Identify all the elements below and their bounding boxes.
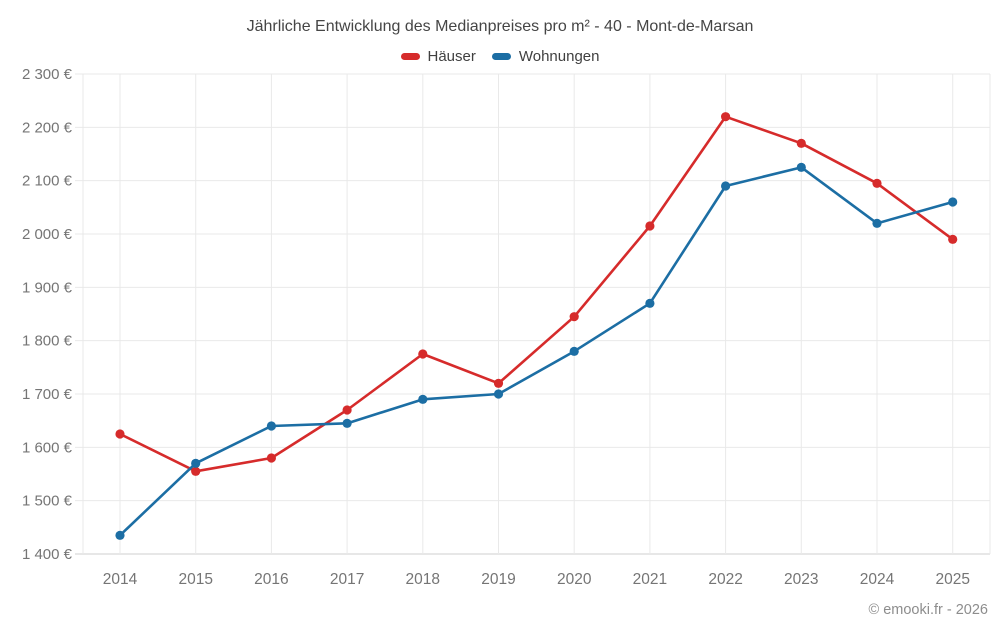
legend-swatch-wohnungen-icon xyxy=(491,53,511,60)
legend-item-haeuser[interactable]: Häuser xyxy=(400,48,476,65)
copyright-text: © emooki.fr - 2026 xyxy=(868,602,988,618)
data-point-wohnungen xyxy=(266,421,276,431)
series-line-häuser xyxy=(118,115,955,473)
data-point-wohnungen xyxy=(493,389,504,399)
y-tick-label: 1 700 € xyxy=(22,386,73,403)
y-tick-label: 2 100 € xyxy=(22,173,73,190)
data-point-häuser xyxy=(569,312,579,322)
data-point-häuser xyxy=(191,466,201,476)
data-point-häuser xyxy=(418,349,428,359)
legend-item-wohnungen[interactable]: Wohnungen xyxy=(491,48,600,65)
y-tick-label: 2 200 € xyxy=(22,119,73,136)
y-tick-label: 2 000 € xyxy=(22,226,73,243)
data-point-wohnungen xyxy=(645,298,655,308)
y-tick-label: 1 500 € xyxy=(22,493,73,510)
data-point-wohnungen xyxy=(872,218,882,228)
x-tick-label: 2019 xyxy=(481,571,515,588)
x-tick-label: 2022 xyxy=(708,571,742,588)
data-point-wohnungen xyxy=(721,181,731,191)
x-tick-label: 2017 xyxy=(330,571,364,588)
x-tick-label: 2016 xyxy=(254,571,288,588)
data-point-wohnungen xyxy=(418,394,428,404)
data-point-häuser xyxy=(721,112,731,122)
data-point-wohnungen xyxy=(569,346,579,356)
x-tick-label: 2021 xyxy=(633,571,667,588)
x-tick-label: 2025 xyxy=(935,571,969,588)
x-tick-label: 2023 xyxy=(784,571,818,588)
data-point-häuser xyxy=(645,221,655,231)
y-tick-label: 1 400 € xyxy=(22,546,73,563)
y-tick-label: 2 300 € xyxy=(22,66,73,83)
x-tick-label: 2024 xyxy=(860,571,895,588)
data-point-häuser xyxy=(948,234,958,244)
data-point-wohnungen xyxy=(948,197,958,207)
data-point-wohnungen xyxy=(191,458,201,468)
x-tick-label: 2015 xyxy=(178,571,212,588)
data-point-häuser xyxy=(342,405,352,415)
data-point-häuser xyxy=(115,429,125,439)
data-point-häuser xyxy=(796,138,806,148)
data-point-häuser xyxy=(493,378,504,388)
legend-swatch-haeuser-icon xyxy=(400,53,420,60)
y-tick-label: 1 800 € xyxy=(22,333,73,350)
data-point-wohnungen xyxy=(115,530,125,540)
legend-label-haeuser: Häuser xyxy=(427,48,476,65)
chart-title: Jährliche Entwicklung des Medianpreises … xyxy=(246,18,754,35)
data-point-wohnungen xyxy=(796,162,806,172)
x-tick-label: 2014 xyxy=(103,571,138,588)
data-point-wohnungen xyxy=(342,418,352,428)
legend-label-wohnungen: Wohnungen xyxy=(518,48,600,65)
y-tick-label: 1 900 € xyxy=(22,279,73,296)
y-tick-label: 1 600 € xyxy=(22,439,73,456)
x-tick-label: 2020 xyxy=(557,571,592,588)
data-point-häuser xyxy=(872,178,882,188)
data-point-häuser xyxy=(266,453,276,463)
x-tick-label: 2018 xyxy=(406,571,440,588)
series-line-wohnungen xyxy=(118,166,955,537)
legend: Häuser Wohnungen xyxy=(0,48,1000,65)
